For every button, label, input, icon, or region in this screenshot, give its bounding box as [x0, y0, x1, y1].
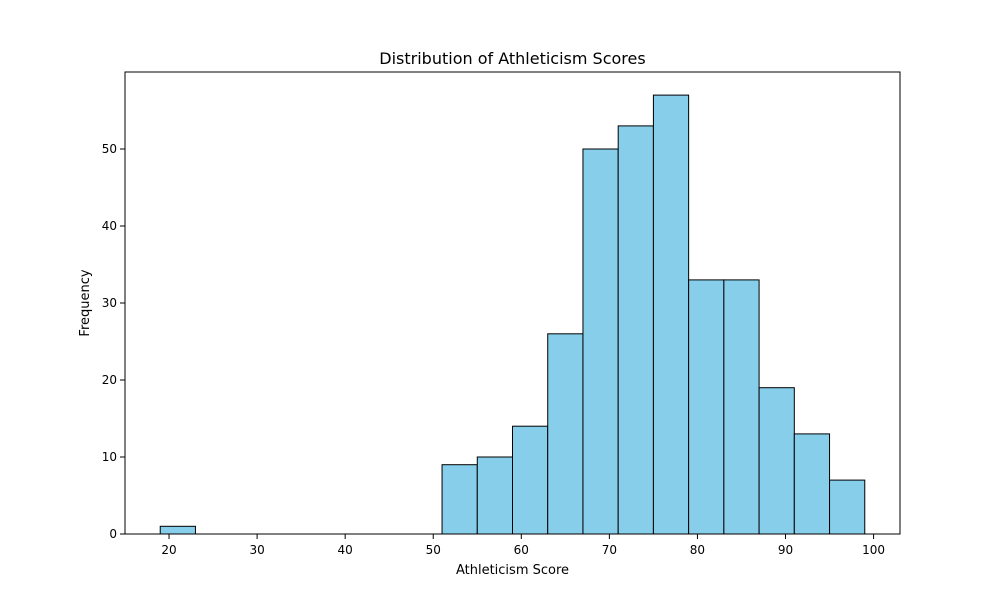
histogram-bar-0 — [159, 525, 196, 535]
histogram-bar-16 — [723, 279, 760, 535]
x-tick-label: 20 — [161, 543, 176, 557]
histogram-bar-15 — [688, 279, 725, 535]
x-axis-ticks: 20 30 40 50 60 70 80 90 100 — [161, 534, 885, 557]
histogram-bar-11 — [547, 333, 584, 535]
chart-title: Distribution of Athleticism Scores — [379, 49, 645, 68]
histogram-bar-17 — [758, 387, 795, 535]
x-tick-label: 80 — [690, 543, 705, 557]
y-axis-label: Frequency — [78, 269, 93, 336]
histogram-bar-12 — [582, 148, 619, 535]
histogram-bar-19 — [829, 479, 866, 535]
histogram-bar-13 — [617, 125, 654, 535]
y-tick-label: 20 — [102, 373, 117, 387]
y-tick-label: 10 — [102, 450, 117, 464]
histogram-bar-18 — [793, 433, 831, 535]
bars-layer — [159, 94, 866, 535]
x-tick-label: 90 — [778, 543, 793, 557]
y-tick-label: 50 — [102, 142, 117, 156]
x-tick-label: 70 — [602, 543, 617, 557]
x-tick-label: 30 — [249, 543, 264, 557]
y-tick-label: 30 — [102, 296, 117, 310]
x-tick-label: 100 — [862, 543, 885, 557]
x-tick-label: 40 — [338, 543, 353, 557]
x-tick-label: 60 — [514, 543, 529, 557]
histogram-bar-8 — [441, 464, 478, 535]
x-tick-label: 50 — [426, 543, 441, 557]
y-tick-label: 0 — [109, 527, 117, 541]
y-tick-label: 40 — [102, 219, 117, 233]
histogram-bar-14 — [652, 94, 690, 535]
histogram-bar-10 — [512, 425, 549, 535]
x-axis-label: Athleticism Score — [456, 563, 569, 578]
histogram-bar-9 — [476, 456, 514, 535]
y-axis-ticks: 0 10 20 30 40 50 — [102, 142, 125, 541]
